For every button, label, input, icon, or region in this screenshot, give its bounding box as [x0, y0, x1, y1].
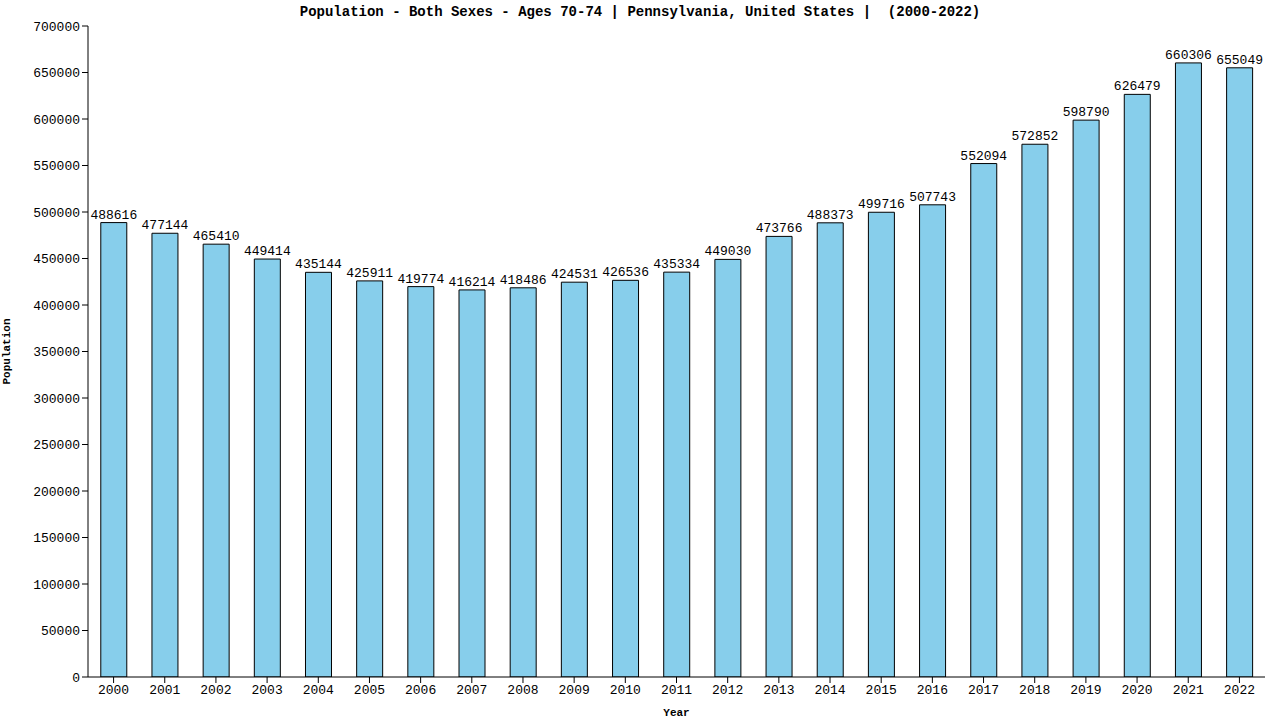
svg-text:424531: 424531	[551, 267, 598, 282]
svg-text:500000: 500000	[33, 206, 80, 221]
svg-text:449030: 449030	[704, 244, 751, 259]
svg-text:477144: 477144	[142, 218, 189, 233]
svg-text:2000: 2000	[98, 683, 129, 698]
svg-text:200000: 200000	[33, 485, 80, 500]
svg-text:425911: 425911	[346, 266, 393, 281]
svg-text:650000: 650000	[33, 66, 80, 81]
svg-text:2017: 2017	[968, 683, 999, 698]
svg-text:Year: Year	[663, 707, 689, 719]
svg-text:419774: 419774	[397, 272, 444, 287]
svg-text:598790: 598790	[1063, 105, 1110, 120]
svg-text:499716: 499716	[858, 197, 905, 212]
svg-text:2003: 2003	[251, 683, 282, 698]
svg-text:473766: 473766	[756, 221, 803, 236]
svg-text:426536: 426536	[602, 265, 649, 280]
svg-text:2013: 2013	[763, 683, 794, 698]
svg-text:600000: 600000	[33, 113, 80, 128]
svg-text:418486: 418486	[500, 273, 547, 288]
svg-text:2005: 2005	[354, 683, 385, 698]
svg-text:572852: 572852	[1012, 129, 1059, 144]
svg-text:Population: Population	[8, 318, 13, 384]
svg-text:488373: 488373	[807, 208, 854, 223]
svg-text:660306: 660306	[1165, 48, 1212, 63]
svg-text:626479: 626479	[1114, 79, 1161, 94]
svg-text:2011: 2011	[661, 683, 692, 698]
svg-text:465410: 465410	[193, 229, 240, 244]
svg-text:416214: 416214	[449, 275, 496, 290]
svg-text:2014: 2014	[814, 683, 845, 698]
html-text:Population - Both Sexes - Ages: Population - Both Sexes - Ages 70-74 | P…	[299, 4, 981, 20]
svg-text:0: 0	[72, 671, 80, 686]
svg-text:50000: 50000	[41, 624, 80, 639]
svg-text:449414: 449414	[244, 244, 291, 259]
svg-text:2021: 2021	[1173, 683, 1204, 698]
svg-text:552094: 552094	[960, 149, 1007, 164]
svg-text:2020: 2020	[1121, 683, 1152, 698]
svg-text:2019: 2019	[1070, 683, 1101, 698]
svg-text:507743: 507743	[909, 190, 956, 205]
svg-text:435334: 435334	[653, 257, 700, 272]
svg-text:350000: 350000	[33, 345, 80, 360]
svg-text:2002: 2002	[200, 683, 231, 698]
svg-text:2010: 2010	[610, 683, 641, 698]
svg-text:100000: 100000	[33, 578, 80, 593]
svg-text:488616: 488616	[90, 208, 137, 223]
svg-text:435144: 435144	[295, 257, 342, 272]
svg-text:550000: 550000	[33, 159, 80, 174]
svg-text:2009: 2009	[559, 683, 590, 698]
svg-text:450000: 450000	[33, 252, 80, 267]
svg-text:700000: 700000	[33, 20, 80, 35]
svg-text:2004: 2004	[303, 683, 334, 698]
svg-text:2007: 2007	[456, 683, 487, 698]
svg-text:2016: 2016	[917, 683, 948, 698]
svg-text:2008: 2008	[507, 683, 538, 698]
svg-text:2018: 2018	[1019, 683, 1050, 698]
svg-text:2001: 2001	[149, 683, 180, 698]
svg-text:400000: 400000	[33, 299, 80, 314]
svg-text:2022: 2022	[1224, 683, 1255, 698]
svg-text:2006: 2006	[405, 683, 436, 698]
svg-text:2012: 2012	[712, 683, 743, 698]
svg-text:250000: 250000	[33, 438, 80, 453]
svg-text:150000: 150000	[33, 531, 80, 546]
svg-text:300000: 300000	[33, 392, 80, 407]
svg-text:655049: 655049	[1216, 53, 1263, 68]
svg-text:2015: 2015	[866, 683, 897, 698]
